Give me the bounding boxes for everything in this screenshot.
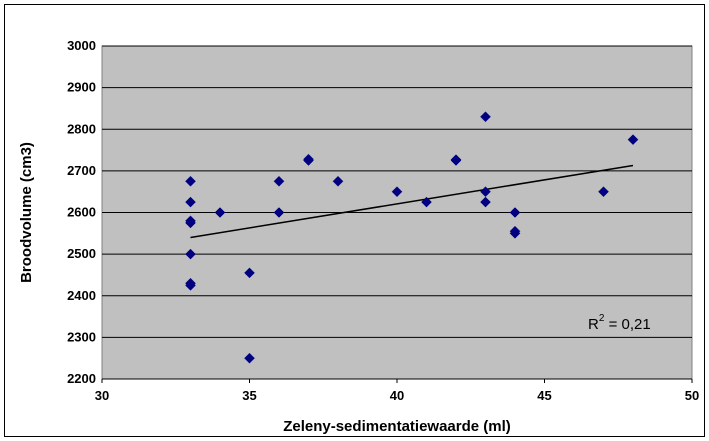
data-point <box>391 186 403 198</box>
y-tick-label: 2600 <box>67 205 96 220</box>
y-axis-tick-labels: 2200 2300 2400 2500 2600 2700 2800 2900 3000 <box>67 38 96 386</box>
data-point <box>244 352 255 364</box>
data-point <box>450 154 462 165</box>
x-tick-label: 40 <box>390 388 404 403</box>
data-point <box>185 215 196 227</box>
y-tick-label: 2700 <box>67 163 96 178</box>
data-point <box>185 175 196 187</box>
data-point <box>480 196 491 208</box>
data-point <box>627 134 639 146</box>
data-point <box>332 175 344 187</box>
data-point <box>273 207 285 218</box>
y-tick-label: 2300 <box>67 329 96 344</box>
y-tick-label: 3000 <box>67 38 96 53</box>
data-point <box>244 267 255 279</box>
data-point <box>214 207 226 218</box>
chart-frame: 2200 2300 2400 2500 2600 2700 2800 2900 3000 30 3… <box>4 4 705 437</box>
data-point <box>598 186 609 198</box>
y-axis-title: Broodvolume (cm3) <box>18 142 35 283</box>
y-tick-label: 2500 <box>67 246 96 261</box>
y-tick-label: 2400 <box>67 288 96 303</box>
x-axis-title: Zeleny-sedimentatiewaarde (ml) <box>283 418 511 435</box>
data-point <box>185 196 196 208</box>
data-point <box>509 207 521 218</box>
x-tick-label: 35 <box>242 388 256 403</box>
y-tick-label: 2900 <box>67 80 96 95</box>
gridlines <box>102 45 692 380</box>
data-point <box>303 153 314 165</box>
y-tick-label: 2200 <box>67 371 96 386</box>
data-point <box>509 225 521 237</box>
data-point <box>421 196 432 208</box>
trendline <box>190 164 634 239</box>
data-points <box>185 111 639 364</box>
x-tick-label: 45 <box>537 388 551 403</box>
x-tick-label: 50 <box>685 388 699 403</box>
r-squared-label: R2 = 0,21 <box>588 313 651 333</box>
data-point <box>273 175 285 187</box>
data-point <box>185 277 196 289</box>
data-point <box>185 248 196 260</box>
data-point <box>480 111 491 123</box>
x-tick-label: 30 <box>95 388 109 403</box>
data-point <box>480 186 491 198</box>
y-tick-label: 2800 <box>67 121 96 136</box>
x-axis-tick-labels: 30 35 40 45 50 <box>95 379 699 403</box>
